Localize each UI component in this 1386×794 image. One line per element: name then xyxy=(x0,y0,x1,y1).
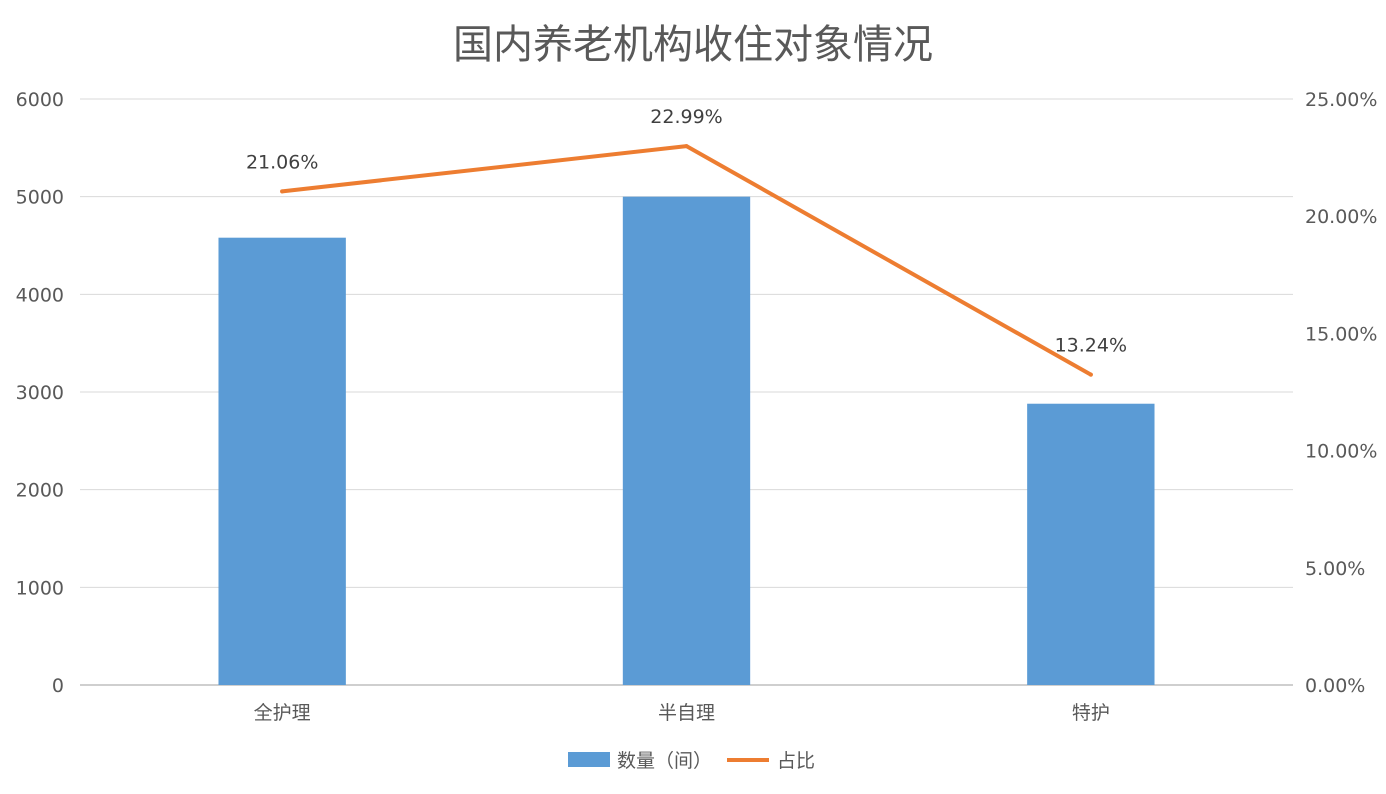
bar xyxy=(622,196,751,685)
left-tick-label: 5000 xyxy=(16,187,64,209)
left-tick-label: 0 xyxy=(52,675,64,697)
legend: 数量（间） 占比 xyxy=(568,750,815,772)
left-tick-label: 1000 xyxy=(16,577,64,599)
left-tick-label: 6000 xyxy=(16,89,64,111)
legend-bar-label: 数量（间） xyxy=(617,750,712,772)
bar xyxy=(1027,403,1155,685)
legend-line-label: 占比 xyxy=(777,750,815,772)
right-tick-label: 20.00% xyxy=(1305,206,1377,228)
right-tick-label: 25.00% xyxy=(1305,89,1377,111)
left-tick-label: 2000 xyxy=(16,480,64,502)
line-point xyxy=(280,189,285,194)
category-label: 全护理 xyxy=(254,702,311,724)
data-label: 13.24% xyxy=(1055,335,1127,357)
chart-title: 国内养老机构收住对象情况 xyxy=(453,22,933,68)
category-label: 半自理 xyxy=(658,702,715,724)
line-series: 21.06% 22.99% 13.24% xyxy=(246,106,1127,377)
line-point xyxy=(684,144,689,149)
left-tick-label: 4000 xyxy=(16,284,64,306)
category-axis: 全护理 半自理 特护 xyxy=(254,702,1110,724)
legend-bar-swatch xyxy=(568,752,610,767)
data-label: 22.99% xyxy=(650,106,722,128)
left-axis: 0 1000 2000 3000 4000 5000 6000 xyxy=(16,89,64,697)
line-point xyxy=(1088,372,1093,377)
right-tick-label: 5.00% xyxy=(1305,558,1365,580)
right-axis: 0.00% 5.00% 10.00% 15.00% 20.00% 25.00% xyxy=(1305,89,1377,697)
right-tick-label: 0.00% xyxy=(1305,675,1365,697)
left-tick-label: 3000 xyxy=(16,382,64,404)
right-tick-label: 15.00% xyxy=(1305,323,1377,345)
right-tick-label: 10.00% xyxy=(1305,441,1377,463)
bar-series xyxy=(218,196,1155,686)
data-label: 21.06% xyxy=(246,151,318,173)
bar xyxy=(218,237,346,686)
category-label: 特护 xyxy=(1072,702,1110,724)
